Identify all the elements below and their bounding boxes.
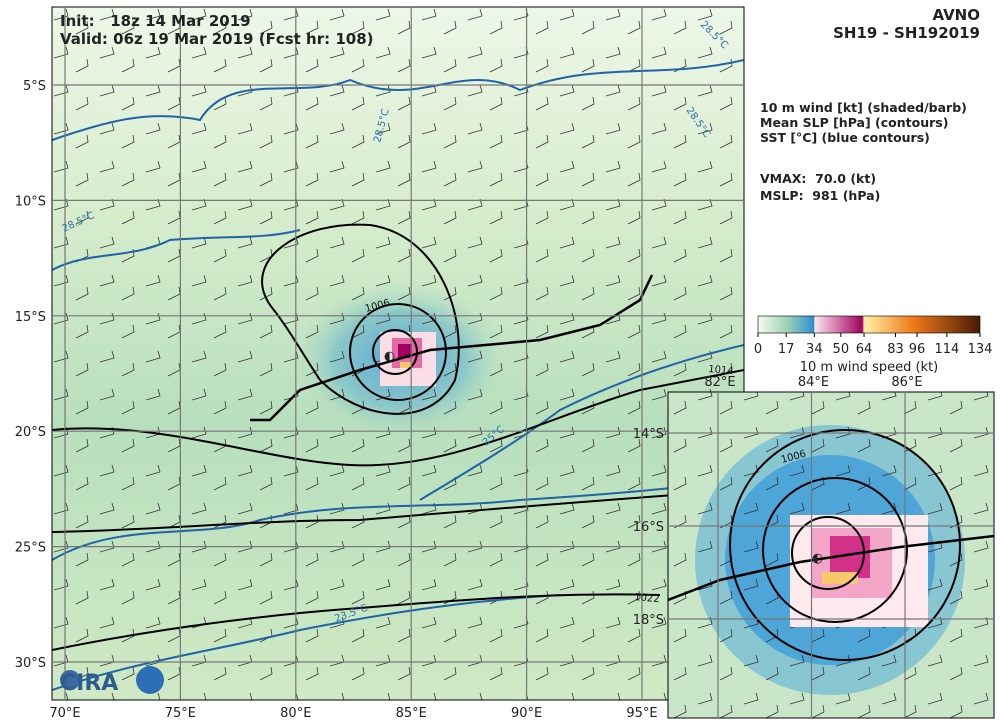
legend-line: Mean SLP [hPa] (contours) bbox=[760, 115, 948, 130]
colorbar-tick-label: 96 bbox=[909, 342, 926, 357]
inset-frame bbox=[667, 391, 995, 719]
lon-label: 90°E bbox=[511, 706, 542, 721]
legend-line: 10 m wind [kt] (shaded/barb) bbox=[760, 100, 967, 115]
colorbar-tick-label: 0 bbox=[754, 342, 762, 357]
colorbar-tick-label: 114 bbox=[934, 342, 959, 357]
init-time: Init: 18z 14 Mar 2019 bbox=[60, 12, 251, 30]
mslp: MSLP: 981 (hPa) bbox=[760, 188, 880, 203]
lon-label: 70°E bbox=[49, 706, 80, 721]
lat-label: 20°S bbox=[15, 425, 46, 440]
lon-label: 80°E bbox=[280, 706, 311, 721]
colorbar bbox=[757, 315, 981, 334]
slp-contours bbox=[52, 223, 744, 651]
colorbar-tick-label: 34 bbox=[806, 342, 823, 357]
colorbar-tick-label: 64 bbox=[856, 342, 873, 357]
lon-label: 95°E bbox=[626, 706, 657, 721]
storm-symbol: ◐ bbox=[384, 349, 395, 364]
inset-lat-label: 18°S bbox=[633, 613, 664, 628]
inset-lon-label: 82°E bbox=[704, 375, 735, 390]
inset-lon-label: 86°E bbox=[891, 375, 922, 390]
lat-label: 10°S bbox=[15, 194, 46, 209]
colorbar-tick-label: 17 bbox=[778, 342, 795, 357]
lat-label: 30°S bbox=[15, 656, 46, 671]
lat-label: 5°S bbox=[23, 79, 46, 94]
inset-lat-label: 14°S bbox=[633, 427, 664, 442]
vmax: VMAX: 70.0 (kt) bbox=[760, 171, 876, 186]
colorbar-tick-label: 50 bbox=[833, 342, 850, 357]
svg-text:◐: ◐ bbox=[812, 551, 823, 566]
logo: CIRA bbox=[60, 666, 164, 696]
inset-map: ◐ bbox=[668, 392, 994, 718]
inset-lat-label: 16°S bbox=[633, 520, 664, 535]
storm-track bbox=[250, 274, 654, 422]
valid-time: Valid: 06z 19 Mar 2019 (Fcst hr: 108) bbox=[60, 30, 374, 48]
lat-label: 25°S bbox=[15, 541, 46, 556]
storm-id: SH19 - SH192019 bbox=[833, 24, 980, 42]
inset-lon-label: 84°E bbox=[798, 375, 829, 390]
lon-label: 75°E bbox=[165, 706, 196, 721]
contour-label: 1022 bbox=[634, 592, 660, 605]
main-map: ◐ bbox=[52, 7, 744, 700]
contour-label: 1014 bbox=[708, 364, 734, 377]
lon-label: 85°E bbox=[396, 706, 427, 721]
colorbar-tick-label: 83 bbox=[887, 342, 904, 357]
lat-label: 15°S bbox=[15, 310, 46, 325]
model-name: AVNO bbox=[932, 6, 980, 24]
colorbar-tick-label: 134 bbox=[968, 342, 993, 357]
legend-line: SST [°C] (blue contours) bbox=[760, 130, 930, 145]
storm-core bbox=[380, 332, 436, 386]
main-frame bbox=[51, 6, 745, 701]
colorbar-label: 10 m wind speed (kt) bbox=[800, 360, 939, 375]
logo-text: CIRA bbox=[60, 671, 118, 696]
